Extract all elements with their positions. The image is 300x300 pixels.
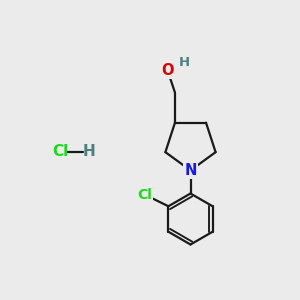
Text: Cl: Cl bbox=[52, 144, 69, 159]
Text: H: H bbox=[178, 56, 190, 69]
Text: O: O bbox=[161, 63, 174, 78]
Text: H: H bbox=[83, 144, 96, 159]
Text: Cl: Cl bbox=[137, 188, 152, 202]
Text: N: N bbox=[184, 163, 197, 178]
